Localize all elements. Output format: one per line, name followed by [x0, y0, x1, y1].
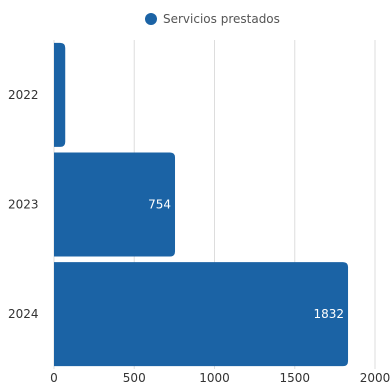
x-tick-label-0: 0	[50, 371, 58, 383]
legend-marker	[145, 13, 157, 25]
bars	[54, 42, 349, 367]
y-axis-labels: 2022 2023 2024	[8, 88, 39, 321]
y-tick-label-2024: 2024	[8, 307, 39, 321]
y-tick-label-2022: 2022	[8, 88, 39, 102]
data-labels: 754 1832	[148, 198, 344, 322]
bar-2024[interactable]	[54, 262, 349, 367]
x-tick-label-1000: 1000	[199, 371, 230, 383]
y-tick-label-2023: 2023	[8, 198, 39, 212]
legend-label: Servicios prestados	[163, 12, 280, 26]
legend[interactable]: Servicios prestados	[145, 12, 280, 26]
x-tick-label-500: 500	[123, 371, 146, 383]
bar-2023[interactable]	[54, 152, 176, 257]
x-tick-label-2000: 2000	[360, 371, 391, 383]
x-axis-labels: 0 500 1000 1500 2000	[50, 371, 390, 383]
x-tick-label-1500: 1500	[279, 371, 310, 383]
data-label-2024: 1832	[313, 307, 344, 321]
bar-2022[interactable]	[54, 42, 66, 147]
data-label-2023: 754	[148, 198, 171, 212]
